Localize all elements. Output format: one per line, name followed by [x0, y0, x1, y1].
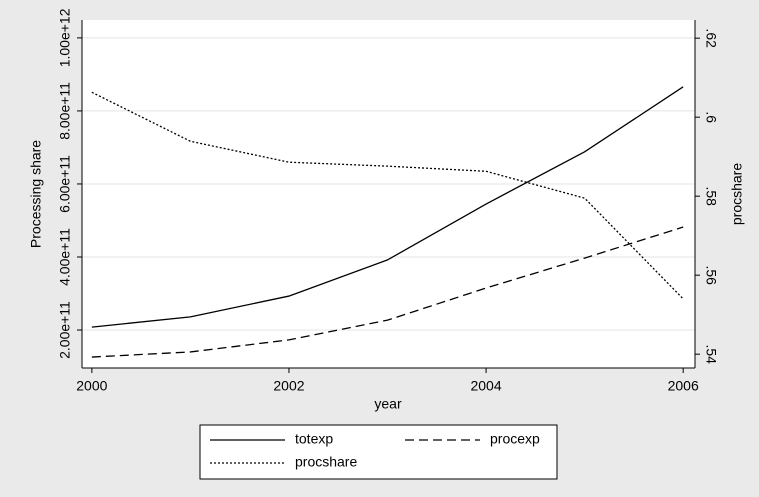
y-tick-label: 8.00e+11	[57, 82, 73, 140]
y2-tick-label: .58	[703, 186, 719, 206]
legend-label: procshare	[295, 454, 357, 470]
y-tick-label: 4.00e+11	[57, 228, 73, 286]
x-tick-label: 2000	[76, 378, 107, 394]
plot-area	[82, 20, 695, 368]
y-tick-label: 2.00e+11	[57, 301, 73, 359]
y2-tick-label: .56	[703, 265, 719, 285]
x-tick-label: 2006	[668, 378, 699, 394]
x-axis-title: year	[374, 396, 402, 412]
data-line	[91, 91, 684, 300]
y-axis-title: Processing share	[28, 140, 44, 248]
y2-tick-label: .62	[703, 28, 719, 48]
y2-tick-label: .54	[703, 344, 719, 364]
legend-label: totexp	[295, 431, 333, 447]
x-tick-label: 2002	[273, 378, 304, 394]
data-line	[91, 86, 684, 328]
legend	[199, 424, 558, 480]
data-line	[91, 226, 684, 358]
y2-tick-label: .6	[703, 111, 719, 123]
y-tick-label: 1.00e+12	[57, 8, 73, 67]
y2-axis-title: procshare	[729, 163, 745, 225]
x-tick-label: 2004	[470, 378, 501, 394]
legend-label: procexp	[490, 431, 540, 447]
y-tick-label: 6.00e+11	[57, 155, 73, 213]
